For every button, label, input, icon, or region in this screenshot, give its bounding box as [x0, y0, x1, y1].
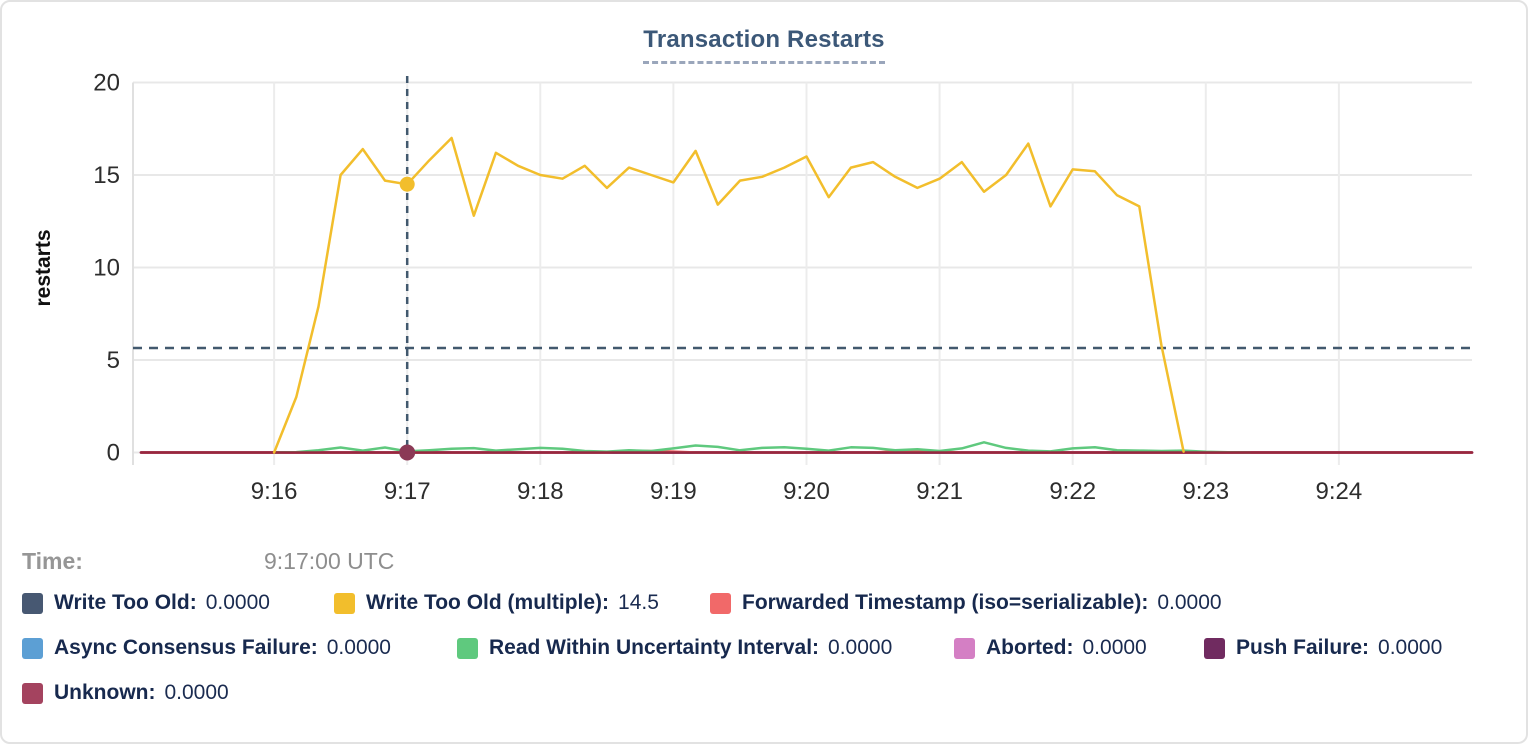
x-axis-tick: 9:16 — [251, 478, 298, 505]
legend-item: Async Consensus Failure: 0.0000 — [22, 636, 391, 660]
legend-color-swatch — [1204, 637, 1225, 659]
legend-color-swatch — [334, 592, 355, 614]
legend-series-label: Write Too Old (multiple): — [366, 591, 610, 614]
tooltip-time-label: Time: — [22, 548, 83, 574]
y-axis-tick: 10 — [93, 255, 120, 282]
y-axis-tick: 5 — [107, 347, 120, 374]
x-axis-tick: 9:19 — [650, 478, 697, 505]
chart-plot-area[interactable]: 0 5 10 15 20 9:16 9:17 9:18 9:19 9:20 9:21 9:22 9:23… — [2, 2, 1528, 522]
legend-series-label: Async Consensus Failure: — [54, 636, 318, 659]
legend-item: Forwarded Timestamp (iso=serializable): … — [710, 591, 1222, 615]
legend-series-value: 0.0000 — [1157, 591, 1222, 614]
x-axis-tick: 9:24 — [1316, 478, 1363, 505]
legend-color-swatch — [710, 592, 731, 614]
y-axis-tick: 0 — [107, 440, 120, 467]
x-axis-tick: 9:18 — [517, 478, 564, 505]
tooltip-time-value: 9:17:00 UTC — [264, 548, 395, 574]
legend-series-value: 0.0000 — [326, 636, 391, 659]
legend-color-swatch — [457, 637, 478, 659]
x-axis-tick: 9:22 — [1049, 478, 1096, 505]
legend-series-value: 14.5 — [618, 591, 659, 614]
tooltip-time-row: Time: 9:17:00 UTC — [22, 548, 394, 575]
legend-series-label: Push Failure: — [1236, 636, 1370, 659]
legend-series-value: 0.0000 — [1082, 636, 1147, 659]
legend-series-value: 0.0000 — [205, 591, 270, 614]
x-axis-tick: 9:23 — [1182, 478, 1229, 505]
y-axis-tick: 15 — [93, 162, 120, 189]
legend-color-swatch — [954, 637, 975, 659]
legend-item: Push Failure: 0.0000 — [1204, 636, 1442, 660]
legend-item: Unknown: 0.0000 — [22, 681, 229, 705]
legend-item: Write Too Old: 0.0000 — [22, 591, 270, 615]
y-axis-label: restarts — [32, 229, 55, 306]
x-axis-tick: 9:20 — [783, 478, 830, 505]
legend-item: Write Too Old (multiple): 14.5 — [334, 591, 659, 615]
legend-series-label: Write Too Old: — [54, 591, 197, 614]
x-axis-tick: 9:21 — [916, 478, 963, 505]
legend-series-label: Read Within Uncertainty Interval: — [489, 636, 820, 659]
legend-series-label: Aborted: — [986, 636, 1074, 659]
legend-series-value: 0.0000 — [1378, 636, 1443, 659]
chart-title[interactable]: Transaction Restarts — [643, 26, 885, 64]
crosshair-dot — [399, 176, 415, 192]
series-line — [272, 441, 1252, 454]
crosshair-dot — [399, 444, 416, 461]
legend-item: Aborted: 0.0000 — [954, 636, 1147, 660]
legend-color-swatch — [22, 682, 43, 704]
legend-color-swatch — [22, 637, 43, 659]
legend-color-swatch — [22, 592, 43, 614]
series-line — [272, 136, 1185, 454]
legend-item: Read Within Uncertainty Interval: 0.0000 — [457, 636, 892, 660]
y-axis-tick: 20 — [93, 70, 120, 97]
legend-series-label: Unknown: — [54, 681, 156, 704]
legend-series-label: Forwarded Timestamp (iso=serializable): — [742, 591, 1149, 614]
x-axis-tick: 9:17 — [384, 478, 431, 505]
legend-series-value: 0.0000 — [164, 681, 229, 704]
chart-header: Transaction Restarts — [2, 26, 1526, 64]
legend-series-value: 0.0000 — [828, 636, 893, 659]
